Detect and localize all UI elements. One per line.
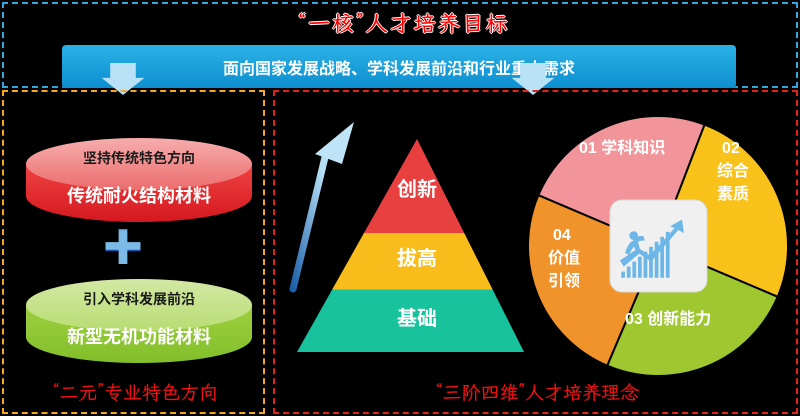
svg-text:04: 04 [553, 227, 571, 244]
svg-text:01 学科知识: 01 学科知识 [579, 138, 665, 157]
svg-text:价值: 价值 [548, 249, 580, 267]
svg-text:03 创新能力: 03 创新能力 [625, 309, 711, 328]
svg-text:02: 02 [722, 140, 740, 157]
svg-text:综合: 综合 [717, 161, 749, 180]
svg-text:素质: 素质 [717, 184, 749, 203]
svg-text:引领: 引领 [548, 272, 580, 290]
